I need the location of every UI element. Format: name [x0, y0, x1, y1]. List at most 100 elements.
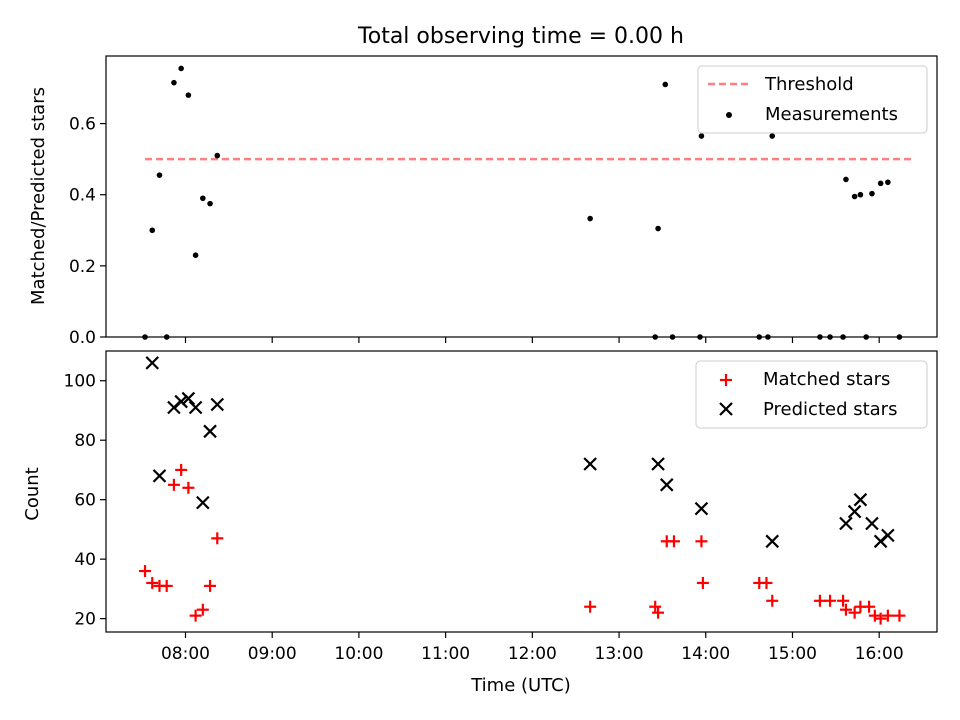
measurement-point — [851, 193, 858, 200]
matched-star-point — [813, 594, 826, 607]
measurement-point — [698, 133, 705, 139]
measurement-point — [171, 79, 177, 86]
matched-star-point — [652, 606, 665, 619]
x-axis-label: Time (UTC) — [470, 675, 571, 696]
matched-star-point — [584, 600, 597, 613]
x-tick-label: 16:00 — [855, 644, 904, 664]
matched-star-point — [196, 603, 209, 616]
y-tick-label: 0.4 — [69, 186, 96, 206]
measurement-point — [662, 81, 669, 88]
y-tick-label: 20 — [74, 610, 96, 630]
matched-star-point — [167, 478, 180, 491]
matched-star-point — [839, 603, 852, 616]
predicted-star-point — [174, 394, 188, 409]
top-legend-box — [697, 65, 928, 134]
x-tick-label: 15:00 — [768, 644, 817, 664]
measurement-point — [192, 252, 199, 258]
matched-star-point — [139, 565, 152, 578]
measurement-point — [869, 190, 875, 197]
predicted-star-point — [145, 356, 160, 370]
predicted-star-point — [839, 516, 853, 531]
predicted-star-point — [203, 424, 217, 439]
bottom-legend: Matched stars Predicted stars — [695, 360, 928, 429]
matched-star-point — [868, 609, 881, 622]
legend-threshold-label: Threshold — [764, 74, 854, 95]
predicted-star-point — [152, 469, 167, 483]
matched-star-point — [837, 594, 850, 607]
plot-frame — [105, 350, 938, 633]
matched-star-point — [182, 481, 195, 494]
matched-star-point — [696, 576, 709, 589]
bottom-y-axis-label: Count — [22, 467, 43, 520]
bottom-legend-box — [695, 360, 928, 429]
top-legend: Threshold Measurements — [697, 65, 928, 134]
matched-star-point — [146, 576, 159, 589]
matched-star-point — [649, 600, 662, 613]
predicted-star-point — [694, 501, 709, 516]
bottom-panel-counts: Count 08:00 09:00 10:00 11:00 12:00 13:00 14:0… — [22, 350, 938, 664]
measurement-point — [655, 225, 661, 232]
legend-predicted-label: Predicted stars — [763, 399, 897, 420]
predicted-star-point — [847, 504, 862, 519]
x-tick-label: 13:00 — [595, 644, 644, 664]
x-tick-label: 09:00 — [248, 644, 297, 664]
top-y-axis-label: Matched/Predicted stars — [28, 87, 49, 305]
measurement-point — [156, 172, 163, 178]
y-tick-label: 0.0 — [69, 328, 96, 348]
matched-star-point — [160, 579, 173, 592]
matched-star-point — [848, 606, 861, 619]
measurement-point — [885, 179, 891, 186]
predicted-star-point — [865, 516, 879, 531]
measurement-point — [843, 176, 849, 183]
y-tick-label: 0.2 — [69, 257, 96, 277]
legend-measurements-label: Measurements — [765, 104, 898, 125]
legend-predicted-swatch — [719, 402, 733, 416]
y-tick-label: 80 — [74, 431, 96, 451]
y-tick-label: 60 — [74, 491, 96, 511]
matched-star-point — [760, 576, 773, 589]
predicted-star-point — [651, 457, 665, 471]
matched-star-point — [189, 609, 202, 622]
matched-star-point — [881, 609, 894, 622]
predicted-star-point — [853, 492, 868, 507]
measurement-point — [149, 227, 156, 234]
matched-star-point — [695, 535, 708, 548]
matched-star-point — [863, 600, 876, 613]
predicted-star-point — [188, 400, 203, 415]
predicted-star-point — [765, 534, 780, 549]
measurement-point — [185, 92, 192, 98]
predicted-star-point — [583, 457, 597, 471]
measurement-point — [877, 180, 884, 187]
top-panel-ratio: Matched/Predicted stars 0.0 0.2 0.4 0.6 — [28, 55, 938, 348]
measurement-point — [587, 215, 593, 222]
x-tick-label: 10:00 — [334, 644, 383, 664]
predicted-star-point — [196, 495, 210, 510]
chart-title: Total observing time = 0.00 h — [357, 24, 684, 49]
matched-star-point — [766, 594, 779, 607]
y-tick-label: 40 — [74, 550, 96, 570]
measurement-point — [214, 152, 221, 159]
matched-star-point — [824, 594, 837, 607]
legend-measurements-swatch — [726, 112, 732, 118]
matched-star-point — [667, 535, 680, 548]
x-tick-label: 12:00 — [508, 644, 557, 664]
matched-star-point — [874, 612, 887, 625]
predicted-star-point — [210, 397, 225, 412]
legend-matched-label: Matched stars — [763, 369, 890, 390]
legend-matched-swatch — [720, 374, 732, 386]
measurement-point — [857, 191, 864, 198]
x-tick-label: 14:00 — [681, 644, 730, 664]
y-tick-label: 100 — [64, 372, 96, 392]
x-tick-label: 11:00 — [421, 644, 470, 664]
plot-frame — [105, 55, 938, 338]
measurement-point — [769, 133, 776, 139]
measurement-point — [178, 65, 184, 72]
matched-star-point — [893, 609, 906, 622]
measurement-point — [207, 200, 213, 207]
predicted-star-point — [659, 478, 674, 492]
predicted-star-point — [881, 528, 895, 543]
matched-star-point — [175, 463, 188, 476]
matched-star-point — [211, 532, 224, 545]
matched-star-point — [204, 579, 217, 592]
